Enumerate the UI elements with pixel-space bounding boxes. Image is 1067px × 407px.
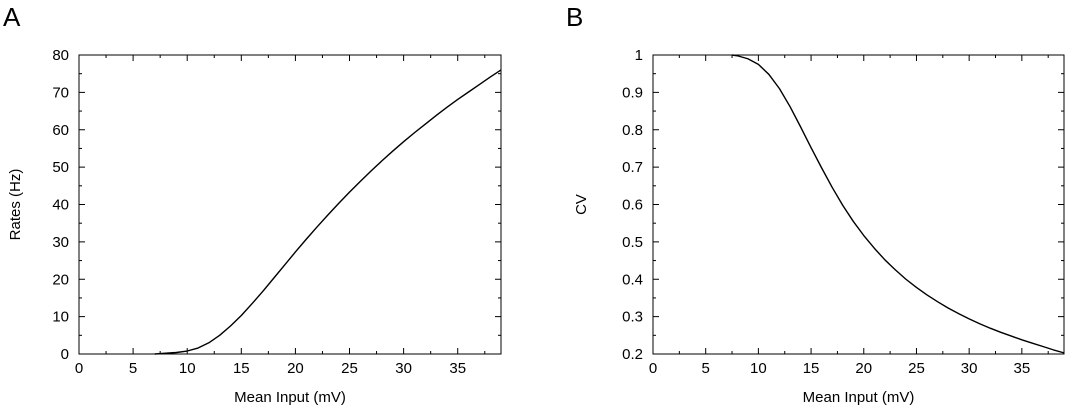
x-tick-label: 10 bbox=[179, 360, 196, 377]
y-tick-label: 10 bbox=[52, 309, 69, 326]
y-tick-label: 50 bbox=[52, 159, 69, 176]
y-tick-label: 60 bbox=[52, 122, 69, 139]
x-tick-label: 10 bbox=[750, 360, 767, 377]
series-line bbox=[731, 54, 1065, 354]
x-tick-label: 20 bbox=[287, 360, 304, 377]
x-tick-label: 35 bbox=[449, 360, 466, 377]
y-tick-label: 0 bbox=[61, 346, 69, 363]
plot-frame bbox=[78, 54, 502, 355]
y-tick-label: 0.3 bbox=[622, 309, 643, 326]
y-tick-label: 40 bbox=[52, 197, 69, 214]
y-tick-label: 0.4 bbox=[622, 271, 643, 288]
y-axis-label: Rates (Hz) bbox=[7, 169, 24, 241]
x-tick-label: 25 bbox=[341, 360, 358, 377]
chart-panel-b: B 0 5 10 15 20 25 30 35 0.2 0.3 0.4 0.5 0.6 0.7 0.8 0.9 1… bbox=[566, 2, 1065, 406]
chart-panel-a: A 0 5 10 15 20 25 30 35 0 10 20 30 40 50 60 70 80 Mean Inp… bbox=[3, 2, 502, 406]
x-tick-label: 15 bbox=[233, 360, 250, 377]
y-tick-label: 70 bbox=[52, 84, 69, 101]
y-tick-label: 0.9 bbox=[622, 84, 643, 101]
y-tick-label: 20 bbox=[52, 271, 69, 288]
y-tick-label: 0.6 bbox=[622, 197, 643, 214]
series-line bbox=[154, 69, 502, 355]
y-tick-label: 0.2 bbox=[622, 346, 643, 363]
x-tick-label: 20 bbox=[855, 360, 872, 377]
x-tick-label: 5 bbox=[129, 360, 137, 377]
panel-letter: A bbox=[3, 2, 21, 32]
x-tick-label: 25 bbox=[908, 360, 925, 377]
x-tick-label: 15 bbox=[803, 360, 820, 377]
x-tick-label: 5 bbox=[702, 360, 710, 377]
y-tick-label: 0.8 bbox=[622, 122, 643, 139]
x-tick-label: 30 bbox=[395, 360, 412, 377]
y-axis-label: CV bbox=[573, 194, 590, 215]
x-axis-label: Mean Input (mV) bbox=[803, 389, 915, 406]
x-axis-label: Mean Input (mV) bbox=[234, 389, 346, 406]
x-tick-label: 30 bbox=[961, 360, 978, 377]
y-tick-label: 1 bbox=[635, 47, 643, 64]
panel-letter: B bbox=[566, 2, 583, 32]
y-tick-label: 80 bbox=[52, 47, 69, 64]
y-tick-label: 0.7 bbox=[622, 159, 643, 176]
plot-frame bbox=[652, 54, 1065, 355]
x-tick-label: 0 bbox=[75, 360, 83, 377]
x-tick-label: 35 bbox=[1014, 360, 1031, 377]
x-tick-label: 0 bbox=[649, 360, 657, 377]
y-tick-label: 0.5 bbox=[622, 234, 643, 251]
y-tick-label: 30 bbox=[52, 234, 69, 251]
